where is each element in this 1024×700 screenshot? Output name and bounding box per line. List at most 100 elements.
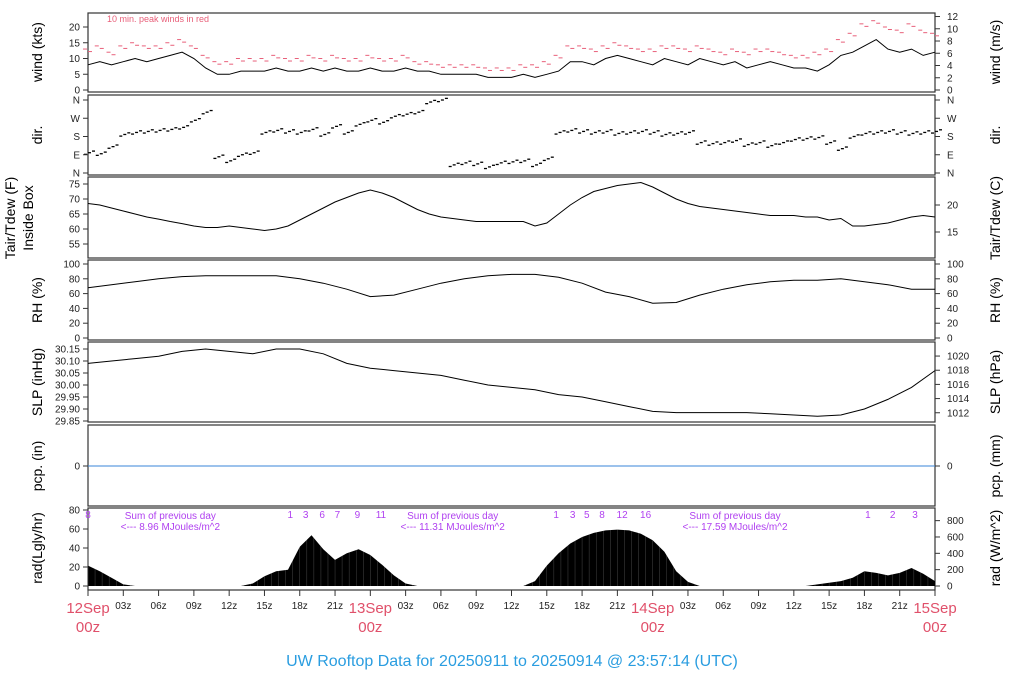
temp-left-label: 55 (69, 240, 81, 251)
wind-mean-line (87, 39, 936, 78)
wind-ylabel-right: wind (m/s) (987, 20, 1003, 86)
x-tick-label: 21z (892, 601, 908, 612)
uv-index-label: 1 (553, 510, 559, 521)
slp-left-label: 30.10 (55, 357, 80, 368)
uv-index-label: 11 (376, 510, 387, 521)
x-tick-label: 18z (856, 601, 872, 612)
wind-left-label: 5 (74, 70, 80, 81)
pcp-ylabel-left: pcp. (in) (29, 441, 45, 492)
temp-left-label: 60 (69, 225, 81, 236)
rh-ylabel-right: RH (%) (987, 277, 1003, 323)
slp-right-label: 1020 (947, 352, 970, 363)
wind-right-label: 10 (947, 24, 959, 35)
rh-left-label: 100 (63, 260, 80, 271)
dir-right-label: N (947, 169, 954, 180)
rh-right-label: 60 (947, 289, 959, 300)
rh-right-label: 100 (947, 260, 964, 271)
rh-right-label: 80 (947, 274, 959, 285)
x-tick-label: 15z (821, 601, 837, 612)
rad-left-label: 20 (69, 563, 81, 574)
dir-right-label: S (947, 132, 954, 143)
rad-right-label: 200 (947, 565, 964, 576)
x-tick-label: 15z (256, 601, 272, 612)
x-tick-label: 18z (292, 601, 308, 612)
uv-index-label: 2 (890, 510, 896, 521)
temp-left-label: 70 (69, 195, 81, 206)
uv-index-label: 7 (335, 510, 341, 521)
temp-right-label: 20 (947, 201, 959, 212)
pcp-ylabel-right: pcp. (mm) (987, 435, 1003, 498)
rad-right-label: 400 (947, 549, 964, 560)
daily-sum-value: <--- 8.96 MJoules/m^2 (121, 522, 221, 533)
rad-ylabel-left: rad(Lgly/hr) (29, 512, 45, 584)
wind-panel (87, 12, 936, 93)
peak-wind-note: 10 min. peak winds in red (107, 14, 209, 24)
wind-left-label: 20 (69, 23, 81, 34)
x-tick-label: 12z (786, 601, 802, 612)
rh-right-label: 40 (947, 304, 959, 315)
uv-index-label: 3 (912, 510, 918, 521)
slp-ylabel-left: SLP (inHg) (29, 348, 45, 416)
rh-left-label: 0 (74, 334, 80, 345)
rh-left-label: 40 (69, 304, 81, 315)
uv-index-label: 12 (617, 510, 629, 521)
x-tick-label: 06z (433, 601, 449, 612)
rh-right-label: 20 (947, 319, 959, 330)
rad-left-label: 60 (69, 525, 81, 536)
dir-left-label: N (73, 96, 80, 107)
temp-left-label: 65 (69, 210, 81, 221)
rad-left-label: 80 (69, 506, 81, 517)
slp-left-label: 30.15 (55, 345, 80, 356)
slp-right-label: 1012 (947, 408, 970, 419)
temp-right-label: 15 (947, 228, 959, 239)
x-tick-label: 09z (186, 601, 202, 612)
dir-right-label: E (947, 150, 954, 161)
x-tick-label: 18z (574, 601, 590, 612)
rh-left-label: 60 (69, 289, 81, 300)
temp-ylabel-left: Tair/Tdew (F) (2, 177, 18, 259)
slp-right-label: 1016 (947, 380, 970, 391)
radiation-area (88, 529, 935, 586)
uv-index-label: 3 (570, 510, 576, 521)
day-time-label: 00z (641, 619, 665, 636)
wind-right-label: 4 (947, 61, 953, 72)
slp-left-label: 29.90 (55, 405, 80, 416)
rad-right-label: 800 (947, 516, 964, 527)
uv-index-label: 9 (355, 510, 361, 521)
day-time-label: 00z (923, 619, 947, 636)
slp-right-label: 1018 (947, 366, 970, 377)
slp-left-label: 29.95 (55, 393, 80, 404)
temp-panel (87, 176, 936, 259)
uv-index-label: 3 (303, 510, 309, 521)
slp-line (87, 348, 936, 417)
slp-left-label: 30.05 (55, 369, 80, 380)
slp-panel (87, 341, 936, 423)
x-tick-label: 21z (327, 601, 343, 612)
dir-left-label: S (73, 132, 80, 143)
x-tick-label: 03z (115, 601, 131, 612)
pcp-right-label: 0 (947, 462, 953, 473)
wind-right-label: 6 (947, 49, 953, 60)
slp-right-label: 1014 (947, 394, 970, 405)
rh-left-label: 20 (69, 319, 81, 330)
rad-ylabel-right: rad (W/m^2) (987, 510, 1003, 587)
uv-index-label: 1 (288, 510, 294, 521)
wind-left-label: 15 (69, 38, 81, 49)
tair-line (87, 181, 936, 232)
rad-right-label: 600 (947, 532, 964, 543)
x-tick-label: 03z (398, 601, 414, 612)
x-tick-label: 21z (609, 601, 625, 612)
uv-index-label: 6 (319, 510, 325, 521)
daily-sum-title: Sum of previous day (689, 511, 780, 522)
daily-sum-title: Sum of previous day (407, 511, 498, 522)
x-tick-label: 12z (503, 601, 519, 612)
slp-left-label: 29.85 (55, 417, 80, 428)
x-tick-label: 15z (539, 601, 555, 612)
uv-index-label: 8 (599, 510, 605, 521)
rad-left-label: 0 (74, 582, 80, 593)
dir-left-label: N (73, 169, 80, 180)
dir-ylabel-right: dir. (987, 126, 1003, 145)
dir-ylabel-left: dir. (29, 126, 45, 145)
slp-left-label: 30.00 (55, 381, 80, 392)
